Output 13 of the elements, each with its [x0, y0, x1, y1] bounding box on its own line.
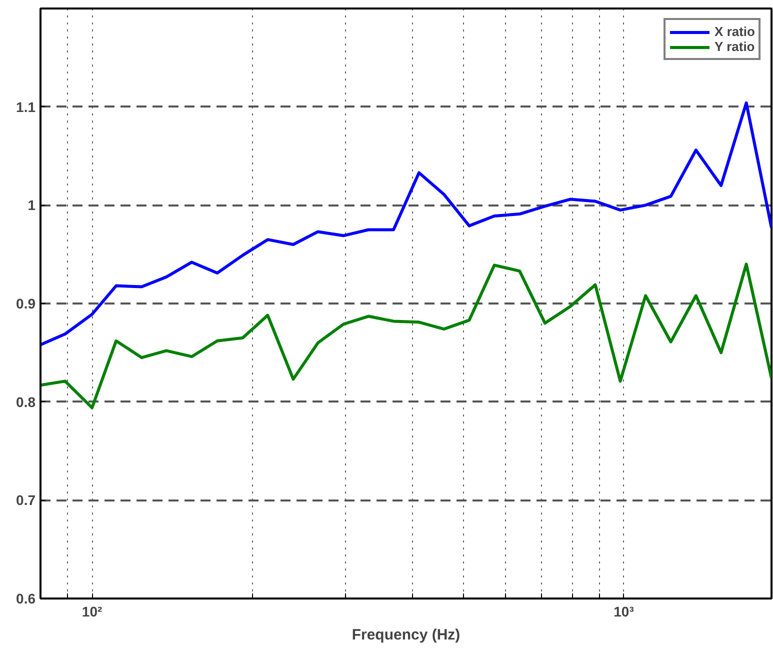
x-tick-label: 10³: [614, 604, 634, 620]
line-series: [40, 101, 772, 346]
line-series: [40, 262, 772, 410]
y-tick-label: 0.7: [16, 492, 36, 508]
y-tick-label: 0.6: [16, 590, 36, 606]
legend-label: X ratio: [714, 24, 755, 39]
legend-label: Y ratio: [714, 39, 755, 54]
y-tick-label: 1: [28, 197, 36, 214]
y-tick-label: 0.9: [16, 296, 36, 312]
x-tick-label: 10²: [82, 604, 102, 620]
y-tick-label: 0.8: [16, 394, 36, 410]
y-tick-label: 1.1: [16, 98, 36, 115]
x-axis-title: Frequency (Hz): [352, 626, 460, 644]
